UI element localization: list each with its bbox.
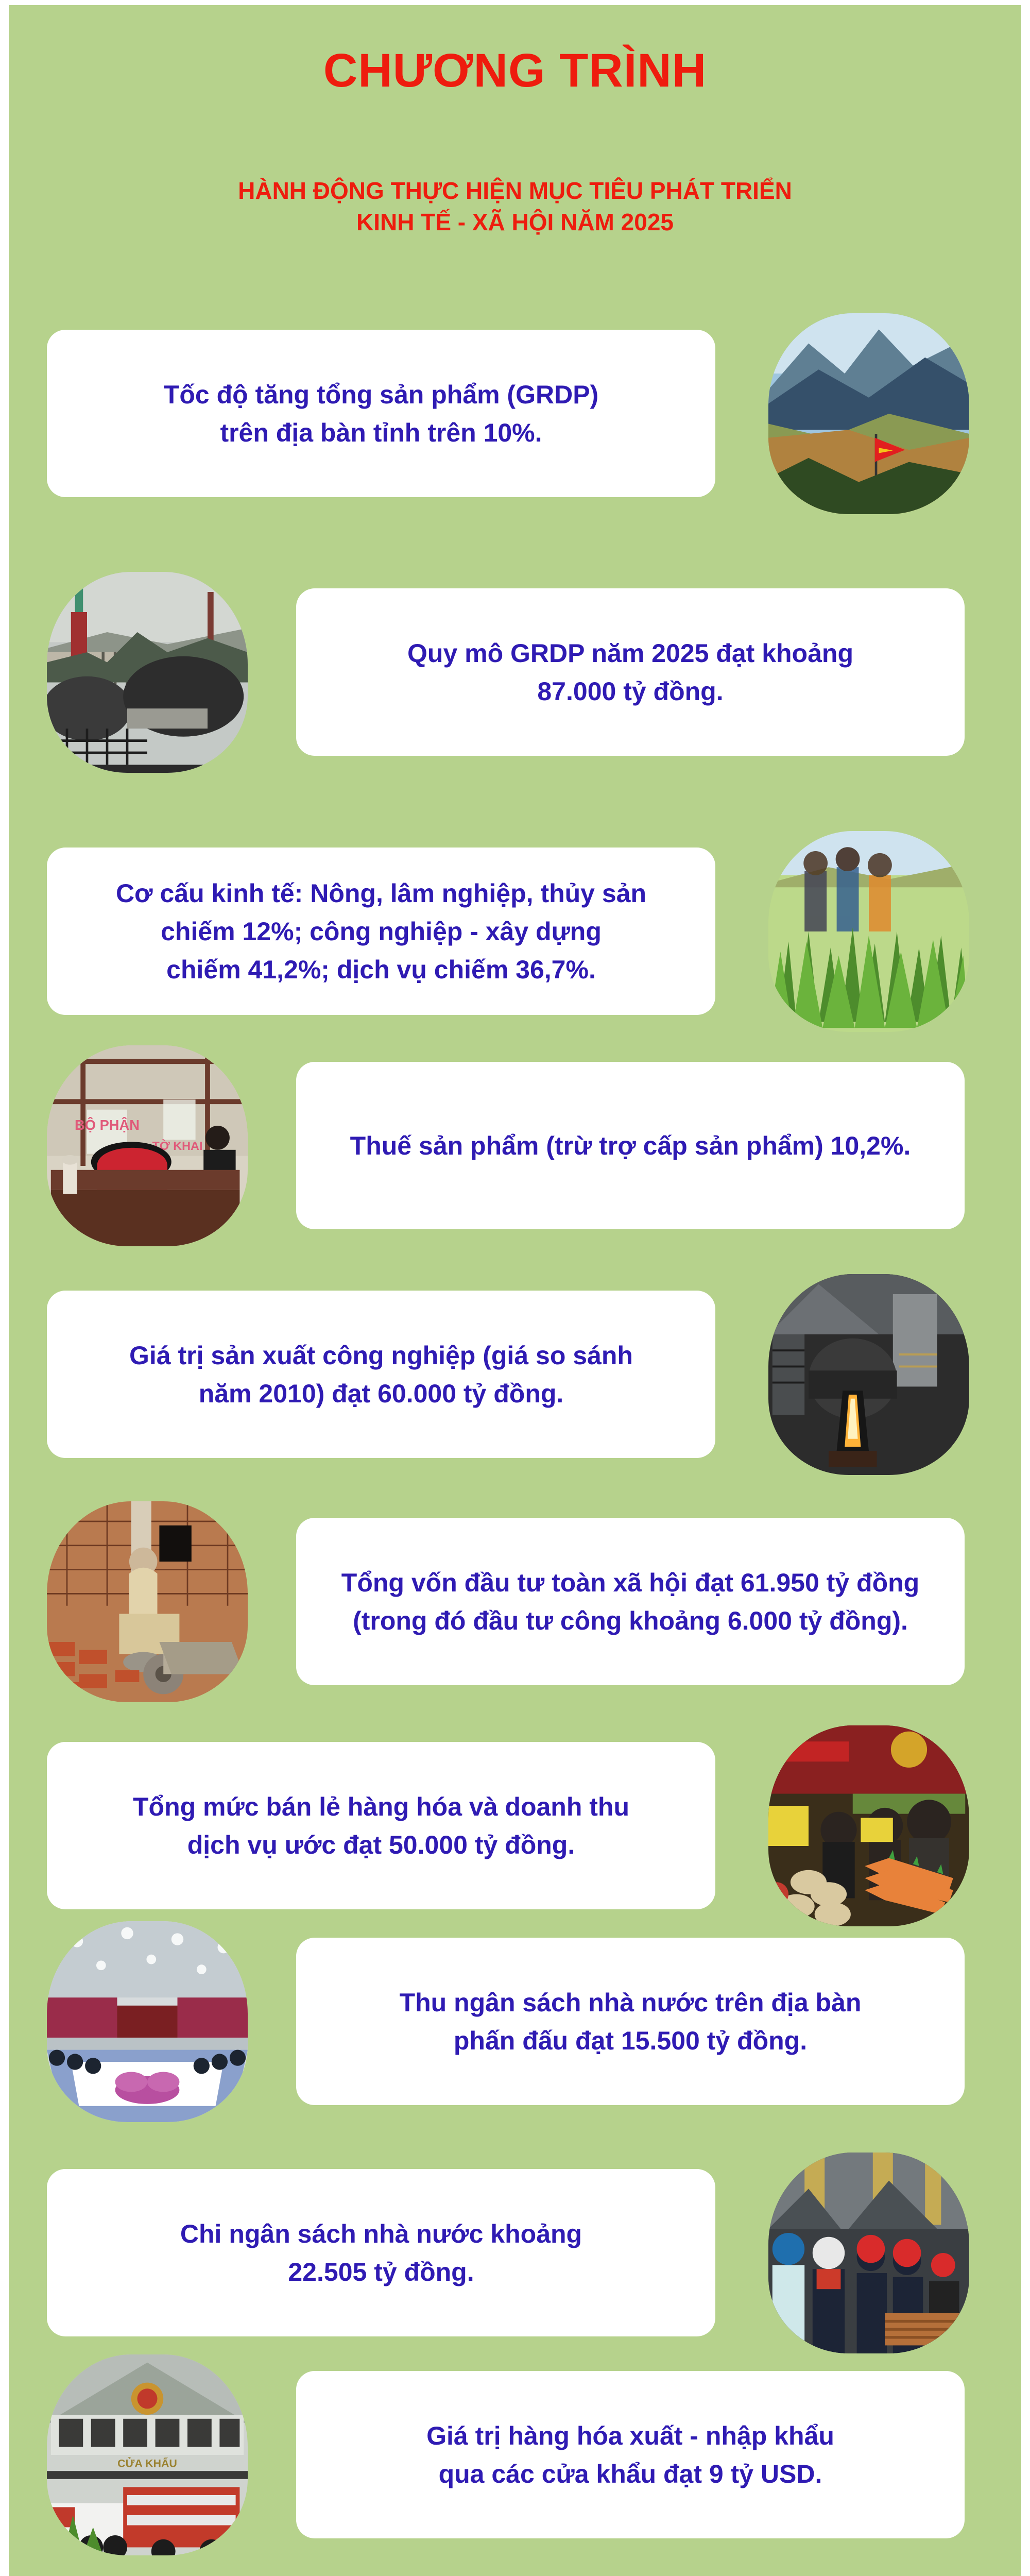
svg-text:CỬA KHẨU: CỬA KHẨU xyxy=(117,2456,177,2469)
svg-text:BỘ PHẬN: BỘ PHẬN xyxy=(75,1116,140,1132)
